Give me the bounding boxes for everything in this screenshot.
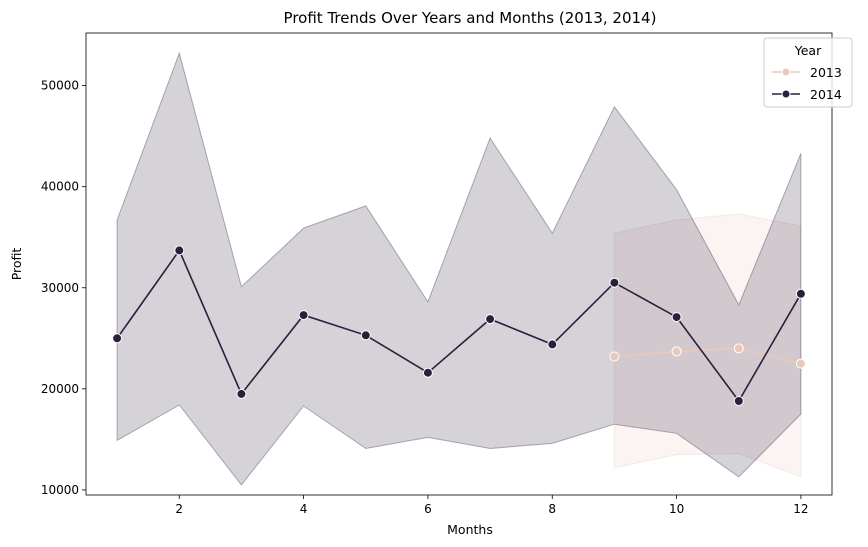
point-2014-month-2: [174, 245, 185, 256]
x-axis-label: Months: [447, 522, 493, 537]
x-tick-label: 10: [669, 502, 684, 516]
point-2014-month-12: [795, 288, 806, 299]
legend-title: Year: [794, 43, 822, 58]
x-tick-label: 2: [175, 502, 183, 516]
point-2013-month-12: [795, 358, 806, 369]
legend-label-2014: 2014: [810, 87, 842, 102]
y-tick-label: 10000: [41, 483, 79, 497]
x-tick-label: 6: [424, 502, 432, 516]
point-2013-month-9: [609, 351, 620, 362]
point-2014-month-9: [609, 277, 620, 288]
point-2014-month-5: [360, 330, 371, 341]
point-2013-month-10: [671, 346, 682, 357]
point-2014-month-6: [422, 367, 433, 378]
legend: Year 2013 2014: [763, 37, 853, 108]
y-tick-label: 30000: [41, 281, 79, 295]
x-tick-label: 12: [793, 502, 808, 516]
y-tick-label: 50000: [41, 79, 79, 93]
point-2013-month-11: [733, 343, 744, 354]
y-tick-label: 40000: [41, 180, 79, 194]
point-2014-month-4: [298, 310, 309, 321]
series-line-2013: [614, 347, 802, 365]
y-axis-ticks: 10000 20000 30000 40000 50000: [41, 79, 86, 497]
x-tick-label: 4: [300, 502, 308, 516]
point-2014-month-11: [733, 396, 744, 406]
point-2014-month-1: [112, 333, 123, 344]
confidence-bands: [116, 51, 802, 486]
legend-marker-2014: [781, 89, 791, 99]
plot-frame: [85, 32, 833, 496]
point-2014-month-7: [485, 314, 496, 325]
series-lines: [116, 248, 802, 403]
legend-label-2013: 2013: [810, 65, 842, 80]
x-axis-ticks: 2 4 6 8 10 12: [175, 495, 809, 516]
confidence-band-2014: [116, 51, 802, 486]
legend-marker-2013: [781, 67, 791, 77]
series-points: [112, 245, 806, 406]
y-tick-label: 20000: [41, 382, 79, 396]
point-2014-month-10: [671, 312, 682, 323]
series-line-2014: [116, 248, 802, 403]
chart-title: Profit Trends Over Years and Months (201…: [284, 9, 657, 27]
x-tick-label: 8: [548, 502, 556, 516]
y-axis-label: Profit: [9, 248, 24, 281]
confidence-band-2013: [613, 213, 802, 478]
point-2014-month-8: [547, 339, 558, 350]
point-2014-month-3: [236, 388, 247, 399]
